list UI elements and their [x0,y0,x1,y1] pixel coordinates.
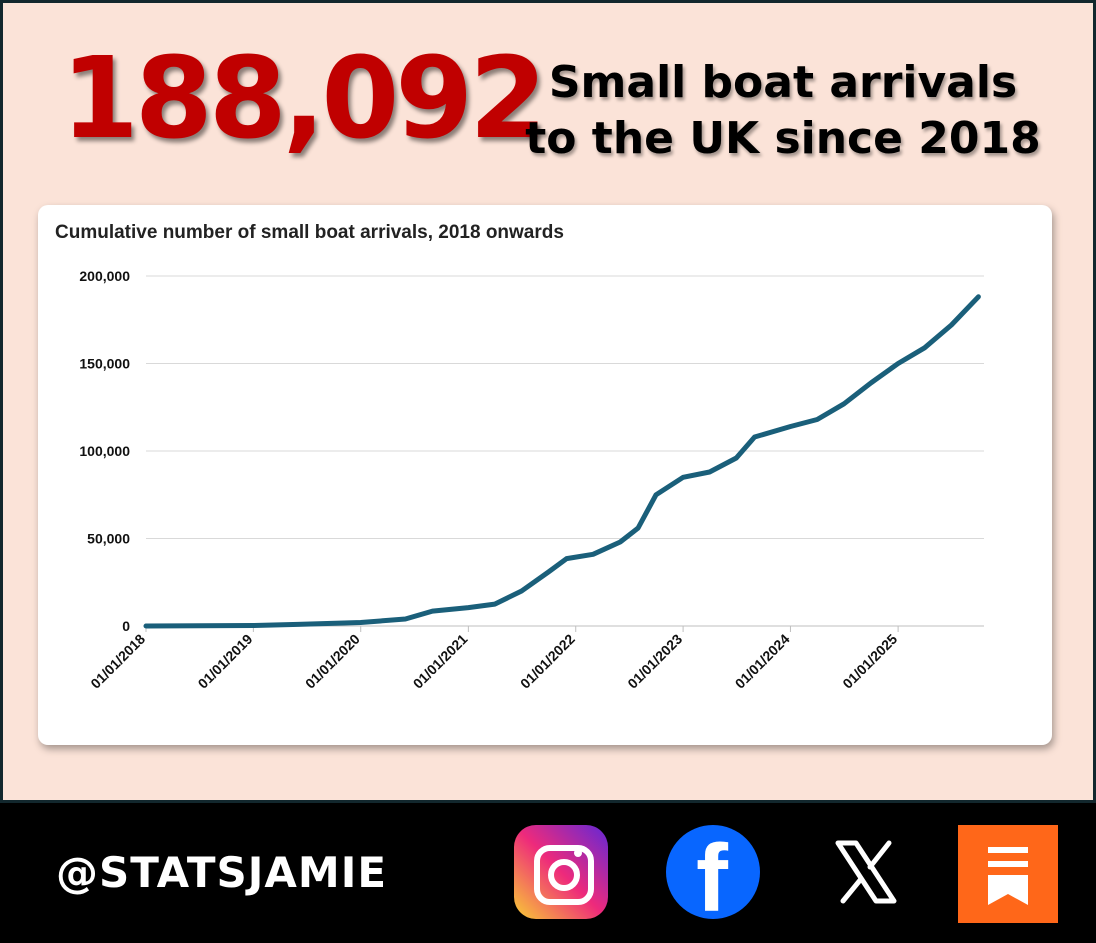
y-tick-label: 50,000 [87,531,130,547]
chart-card: Cumulative number of small boat arrivals… [38,205,1052,745]
x-tick-label: 01/01/2025 [839,631,900,692]
facebook-icon[interactable]: f [666,825,760,919]
line-chart: 0 50,000 100,000 150,000 200,000 01/01/2018 01… [79,268,984,692]
series-line [143,294,981,629]
headline-text: Small boat arrivals to the UK since 2018 [525,57,1041,164]
y-tick-label: 150,000 [79,356,130,372]
chart-title: Cumulative number of small boat arrivals… [55,222,564,243]
handle-text: @STATSJAMIE [56,848,388,897]
x-icon[interactable] [818,825,912,919]
substack-icon[interactable] [958,825,1058,923]
y-tick-label: 100,000 [79,443,130,459]
headline-number: 188,092 [61,34,547,164]
instagram-icon[interactable] [514,825,608,919]
x-tick-label: 01/01/2024 [732,631,793,692]
x-tick-label: 01/01/2022 [517,631,578,692]
y-tick-label: 200,000 [79,268,130,284]
x-tick-label: 01/01/2019 [195,631,256,692]
x-tick-label: 01/01/2020 [302,631,363,692]
y-tick-label: 0 [122,618,130,634]
x-tick-label: 01/01/2018 [87,631,148,692]
x-tick-label: 01/01/2023 [624,631,685,692]
x-tick-label: 01/01/2021 [410,631,471,692]
footer-bar: @STATSJAMIE f [0,803,1096,943]
